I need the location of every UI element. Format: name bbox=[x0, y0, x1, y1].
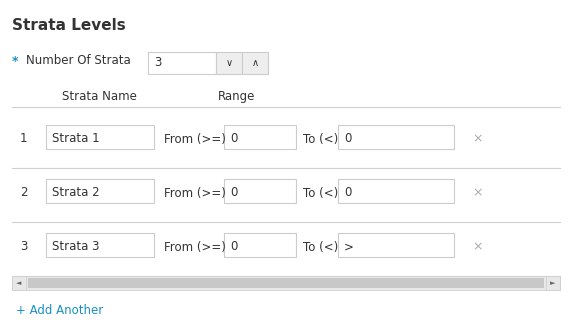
FancyBboxPatch shape bbox=[12, 276, 560, 290]
Text: 0: 0 bbox=[230, 133, 237, 145]
Text: From (>=): From (>=) bbox=[164, 240, 226, 254]
Text: ×: × bbox=[472, 240, 483, 254]
FancyBboxPatch shape bbox=[242, 52, 268, 74]
Text: Strata 1: Strata 1 bbox=[52, 133, 100, 145]
Text: + Add Another: + Add Another bbox=[16, 303, 103, 316]
FancyBboxPatch shape bbox=[216, 52, 242, 74]
Text: ◄: ◄ bbox=[16, 280, 21, 286]
FancyBboxPatch shape bbox=[28, 278, 544, 288]
Text: From (>=): From (>=) bbox=[164, 133, 226, 145]
FancyBboxPatch shape bbox=[46, 125, 154, 149]
FancyBboxPatch shape bbox=[224, 125, 296, 149]
Text: To (<): To (<) bbox=[303, 240, 338, 254]
Text: >: > bbox=[344, 240, 354, 254]
Text: Strata Levels: Strata Levels bbox=[12, 18, 126, 33]
FancyBboxPatch shape bbox=[338, 179, 454, 203]
FancyBboxPatch shape bbox=[46, 233, 154, 257]
FancyBboxPatch shape bbox=[224, 233, 296, 257]
Text: To (<): To (<) bbox=[303, 133, 338, 145]
Text: 1: 1 bbox=[20, 133, 27, 145]
Text: ×: × bbox=[472, 187, 483, 199]
Text: Number Of Strata: Number Of Strata bbox=[26, 55, 131, 67]
Text: Strata 3: Strata 3 bbox=[52, 240, 100, 254]
FancyBboxPatch shape bbox=[224, 179, 296, 203]
FancyBboxPatch shape bbox=[338, 233, 454, 257]
FancyBboxPatch shape bbox=[148, 52, 216, 74]
Text: ×: × bbox=[472, 133, 483, 145]
Text: 0: 0 bbox=[344, 133, 351, 145]
Text: 0: 0 bbox=[230, 187, 237, 199]
Text: Strata Name: Strata Name bbox=[62, 90, 137, 103]
Text: 3: 3 bbox=[20, 240, 27, 254]
FancyBboxPatch shape bbox=[338, 125, 454, 149]
Text: *: * bbox=[12, 55, 19, 67]
FancyBboxPatch shape bbox=[46, 179, 154, 203]
Text: 2: 2 bbox=[20, 187, 27, 199]
FancyBboxPatch shape bbox=[12, 276, 26, 290]
Text: 3: 3 bbox=[154, 57, 162, 69]
Text: ∨: ∨ bbox=[225, 58, 233, 68]
FancyBboxPatch shape bbox=[546, 276, 560, 290]
Text: Range: Range bbox=[218, 90, 255, 103]
Text: From (>=): From (>=) bbox=[164, 187, 226, 199]
Text: 0: 0 bbox=[344, 187, 351, 199]
Text: ►: ► bbox=[550, 280, 556, 286]
Text: ∧: ∧ bbox=[251, 58, 259, 68]
Text: To (<): To (<) bbox=[303, 187, 338, 199]
Text: Strata 2: Strata 2 bbox=[52, 187, 100, 199]
Text: 0: 0 bbox=[230, 240, 237, 254]
